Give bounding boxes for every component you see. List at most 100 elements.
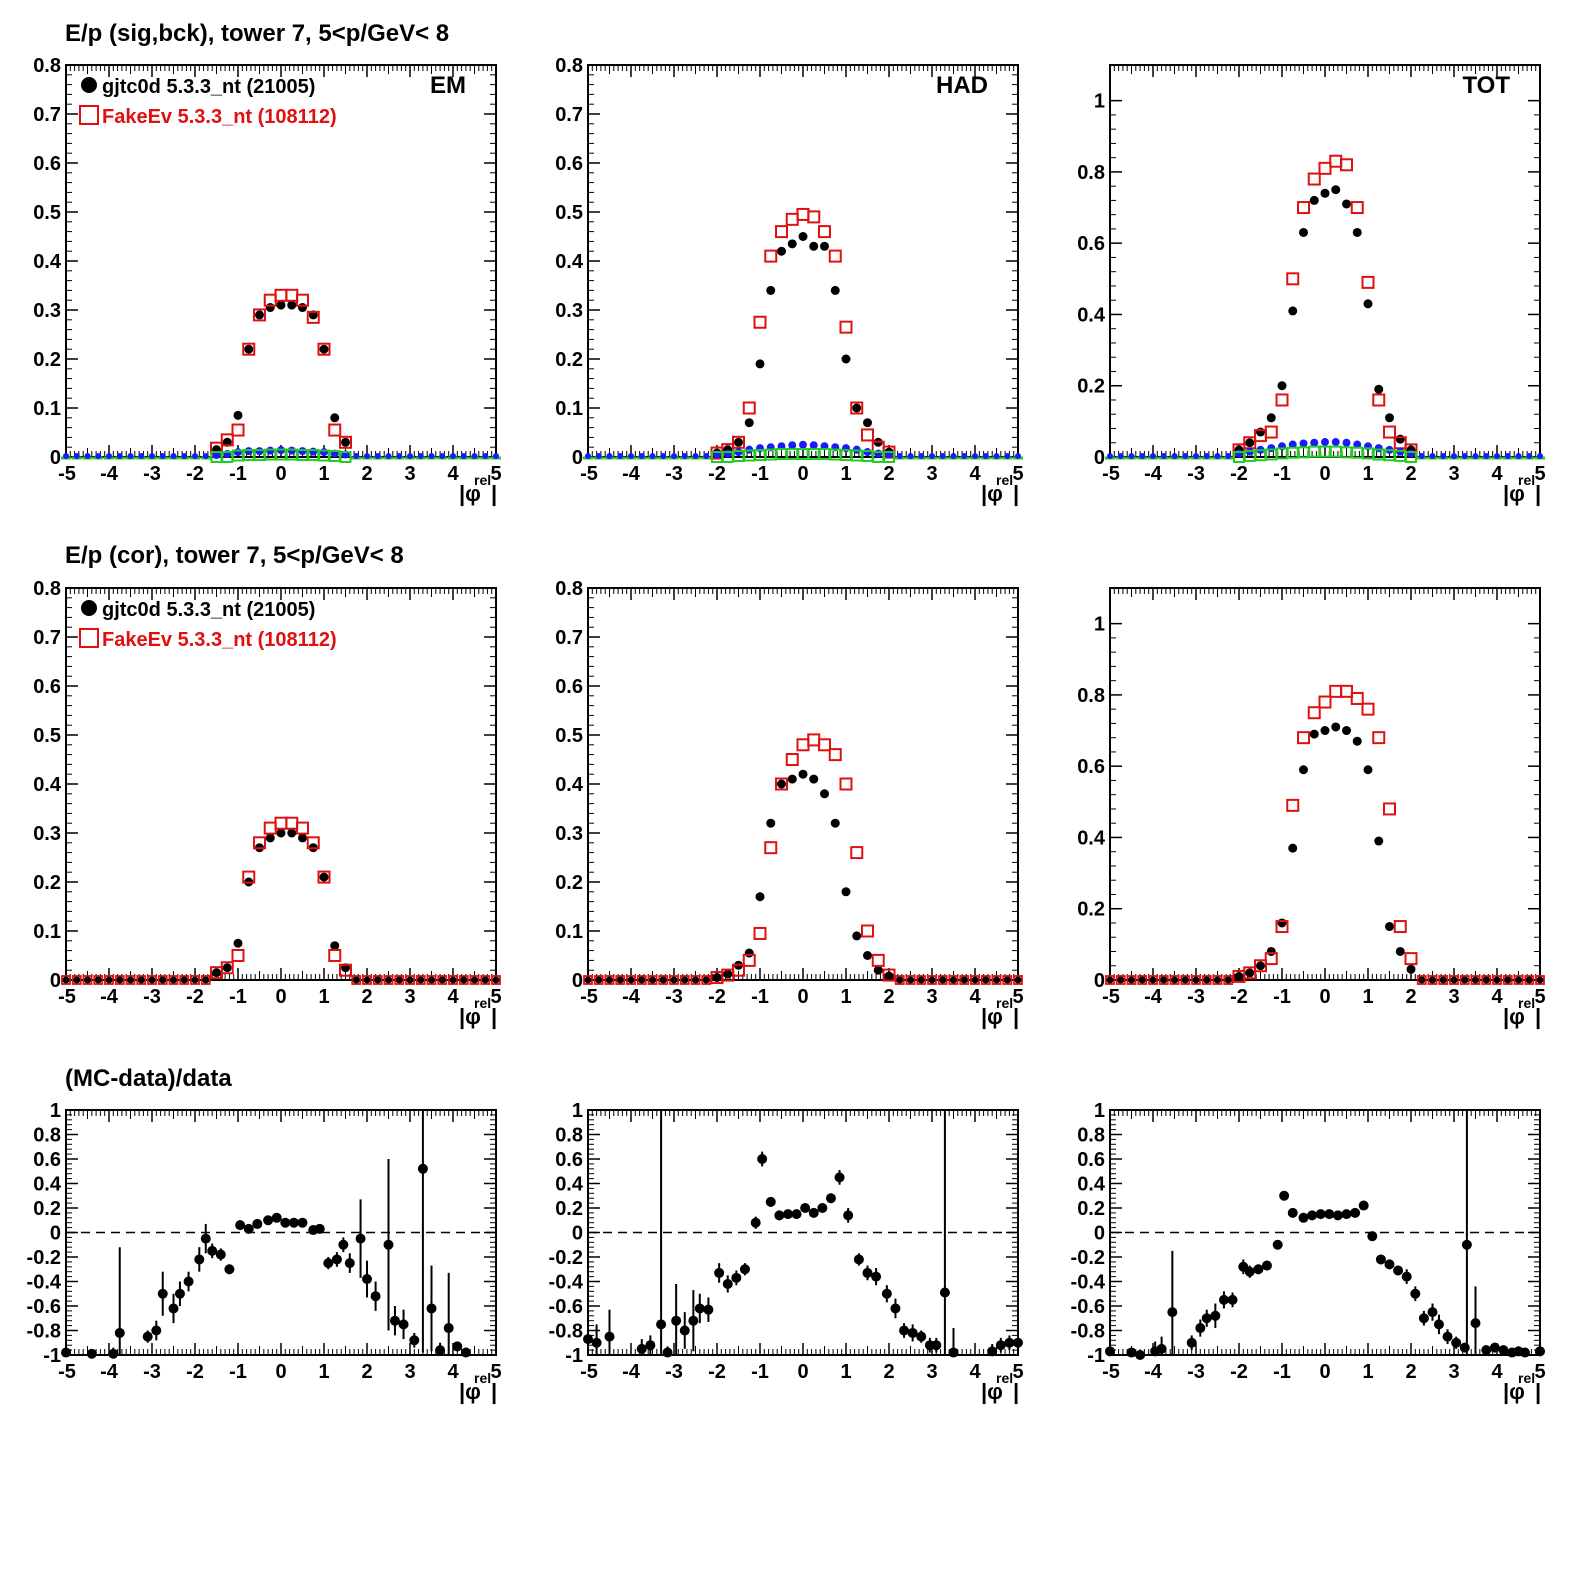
mc-point	[1275, 920, 1289, 934]
panel-label: EM	[430, 72, 466, 99]
bck-data-point	[1331, 438, 1340, 447]
ratio-point	[1418, 1313, 1429, 1324]
baseline-data-mark	[1429, 453, 1436, 459]
baseline-mc-mark	[1223, 975, 1234, 985]
baseline-mc-mark	[1524, 975, 1535, 985]
ratio-point	[168, 1303, 179, 1314]
data-point	[755, 892, 765, 902]
bck-data-point	[212, 451, 221, 460]
mc-point	[1243, 966, 1257, 980]
bck-data-point	[1267, 444, 1276, 453]
baseline-data-mark	[617, 453, 624, 459]
baseline-data-mark	[137, 976, 145, 984]
baseline-data-mark	[471, 976, 478, 984]
x-axis-label-sup: rel	[996, 472, 1013, 488]
ratio-point	[157, 1288, 168, 1299]
baseline-data-mark	[353, 453, 360, 459]
mc-point	[1275, 393, 1289, 407]
ratio-point	[86, 1348, 97, 1359]
ratio-point	[604, 1331, 615, 1342]
data-point	[755, 359, 765, 369]
x-axis-label: |φ	[459, 1004, 481, 1029]
baseline-data-mark	[149, 453, 155, 459]
ratio-point	[1410, 1288, 1421, 1299]
x-tick-label: 1	[1362, 986, 1373, 1008]
baseline-mc-mark	[959, 975, 970, 985]
x-tick-label: -3	[665, 1361, 683, 1383]
mc-point	[796, 738, 810, 752]
ratio-point	[899, 1325, 910, 1336]
baseline-data-mark	[628, 453, 634, 459]
bck-data-point	[255, 447, 264, 456]
x-tick-label: 2	[1405, 986, 1416, 1008]
x-axis-label-sup: rel	[1518, 1370, 1535, 1386]
data-point	[1245, 968, 1255, 978]
mc-point	[775, 777, 788, 791]
x-tick-label: 4	[969, 1361, 981, 1383]
baseline-data-mark	[928, 976, 936, 984]
x-tick-label: 4	[447, 1361, 459, 1383]
baseline-mc-mark	[894, 975, 905, 985]
mc-point	[1383, 425, 1396, 439]
ratio-point	[739, 1264, 750, 1275]
baseline-mc-mark	[415, 975, 426, 985]
y-tick-label: 0.4	[555, 1174, 584, 1196]
y-tick-label: 0.8	[555, 55, 583, 77]
mc-point	[263, 821, 277, 835]
baseline-mc-mark	[927, 975, 937, 985]
y-tick-label: 0.3	[555, 823, 583, 845]
plot-frame	[587, 587, 1019, 981]
y-tick-label: 0	[50, 970, 61, 992]
baseline-data-mark	[1138, 976, 1146, 984]
baseline-data-mark	[95, 453, 102, 459]
data-point	[863, 951, 872, 960]
data-point	[809, 241, 819, 251]
x-tick-label: -4	[1144, 1361, 1163, 1383]
bck-data-point	[799, 440, 807, 449]
baseline-mc-mark	[980, 975, 991, 985]
data-point	[1256, 961, 1265, 971]
x-tick-label: -2	[708, 986, 726, 1008]
data-point	[744, 948, 754, 958]
ratio-point	[694, 1303, 705, 1314]
baseline-data-mark	[1214, 453, 1221, 459]
x-tick-label: -2	[708, 1361, 726, 1383]
baseline-data-mark	[1440, 453, 1447, 459]
x-tick-label: -5	[1102, 463, 1120, 485]
y-tick-label: 0.6	[555, 1149, 583, 1171]
y-tick-label: 0.4	[33, 1174, 62, 1196]
ratio-point	[235, 1220, 246, 1231]
ratio-point	[731, 1272, 742, 1283]
y-tick-label: 0.8	[1077, 162, 1105, 184]
baseline-data-mark	[1525, 976, 1533, 984]
legend-label-data: gjtc0d 5.3.3_nt (21005)	[102, 599, 315, 621]
baseline-mc-mark	[626, 975, 636, 985]
ratio-point	[1393, 1265, 1404, 1276]
baseline-mc-mark	[1002, 975, 1013, 985]
baseline-data-mark	[1107, 453, 1113, 459]
baseline-data-mark	[170, 976, 177, 984]
baseline-mc-mark	[458, 975, 469, 985]
ratio-point	[443, 1323, 454, 1334]
row1-title: E/p (sig,bck), tower 7, 5<p/GeV< 8	[65, 20, 450, 47]
x-axis-label-end: |	[491, 1379, 497, 1404]
ratio-point	[1227, 1294, 1238, 1305]
ratio-point	[174, 1288, 185, 1299]
ratio-point	[1489, 1342, 1500, 1353]
baseline-data-mark	[116, 453, 123, 459]
baseline-data-mark	[703, 453, 710, 459]
x-tick-label: 0	[1319, 463, 1330, 485]
baseline-mc-mark	[362, 975, 372, 985]
x-tick-label: 2	[883, 463, 894, 485]
mc-point	[328, 949, 342, 962]
y-tick-label: 0.5	[33, 725, 61, 747]
y-tick-label: 0	[572, 447, 583, 469]
y-tick-label: -0.4	[549, 1272, 584, 1294]
ratio-point	[1307, 1210, 1318, 1221]
baseline-data-mark	[896, 453, 903, 459]
mc-point	[285, 816, 299, 830]
baseline-data-mark	[94, 976, 102, 984]
ratio-point	[948, 1347, 959, 1358]
ratio-point	[1210, 1310, 1221, 1321]
